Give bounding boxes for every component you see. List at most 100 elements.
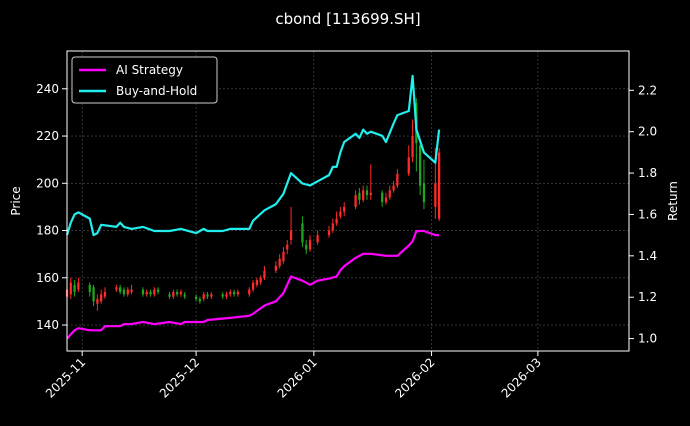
candle-body <box>172 291 175 297</box>
candle <box>381 190 384 207</box>
candle-body <box>88 284 91 292</box>
candle-body <box>343 206 346 212</box>
series-lines <box>65 74 441 340</box>
candle <box>437 147 441 222</box>
candle <box>115 284 118 292</box>
candle-body <box>411 136 414 158</box>
candle-body <box>358 192 361 200</box>
candle <box>384 192 388 205</box>
candle <box>100 289 103 304</box>
candle <box>130 284 133 295</box>
candle <box>327 225 331 238</box>
candle <box>172 289 175 300</box>
candle-body <box>434 183 437 207</box>
candle <box>119 284 122 295</box>
candle-body <box>259 277 262 283</box>
candle <box>202 291 205 302</box>
candle-body <box>122 289 126 295</box>
candle-body <box>92 287 95 302</box>
y-right-tick-label: 1.4 <box>638 249 657 263</box>
candle <box>263 265 266 281</box>
candle <box>103 287 107 300</box>
candle-body <box>316 235 319 243</box>
candle <box>73 280 76 297</box>
candle-body <box>156 289 160 292</box>
candle <box>198 296 202 304</box>
candle-body <box>198 299 202 302</box>
candle <box>289 206 293 245</box>
candle-body <box>130 289 133 292</box>
candle-body <box>141 289 145 295</box>
y-left-tick-label: 180 <box>36 224 59 238</box>
candle-body <box>149 291 152 295</box>
candle <box>92 284 95 307</box>
candle-body <box>388 190 391 198</box>
y-left-tick-label: 220 <box>36 129 59 143</box>
candle-body <box>248 289 251 295</box>
candle-body <box>229 291 232 295</box>
candle <box>286 239 289 255</box>
candle <box>396 169 399 189</box>
candle-body <box>396 173 399 186</box>
candle-body <box>289 230 293 240</box>
candle <box>419 140 422 196</box>
candle <box>316 230 319 245</box>
candle-body <box>274 265 277 271</box>
candle <box>183 291 186 300</box>
candle <box>232 289 236 297</box>
candle-body <box>335 218 338 224</box>
candle-body <box>286 244 289 250</box>
candle <box>221 291 224 300</box>
candle-body <box>282 251 285 262</box>
candle-body <box>305 244 308 250</box>
candle-body <box>73 284 76 292</box>
candle <box>305 239 308 255</box>
candle-body <box>168 294 171 297</box>
candle-body <box>206 294 209 297</box>
candle-body <box>103 291 107 297</box>
candle-body <box>232 291 236 295</box>
candle <box>175 289 179 297</box>
candle-body <box>77 282 80 290</box>
chart-title: cbond [113699.SH] <box>275 10 420 28</box>
candle-body <box>407 157 410 174</box>
candle <box>358 188 361 205</box>
candle-body <box>194 296 198 300</box>
candle-body <box>126 289 129 295</box>
candle-body <box>100 294 103 302</box>
candle <box>236 289 240 297</box>
candle <box>210 291 213 300</box>
candle <box>225 291 228 300</box>
candle-body <box>119 287 122 292</box>
y-right-tick-label: 1.8 <box>638 166 657 180</box>
candle <box>362 185 365 203</box>
candle <box>149 289 152 297</box>
y-left-tick-label: 140 <box>36 318 59 332</box>
candle <box>251 280 255 292</box>
candle-body <box>255 280 259 285</box>
candle <box>354 190 357 210</box>
y-axis-label-right: Return <box>666 181 680 221</box>
candle <box>407 145 410 177</box>
candle-body <box>362 190 365 200</box>
y-left-tick-label: 200 <box>36 176 59 190</box>
candle-body <box>69 282 72 295</box>
candle-body <box>437 152 441 219</box>
y-left-tick-label: 160 <box>36 271 59 285</box>
candle-body <box>153 289 156 295</box>
candle-body <box>327 230 331 236</box>
candles <box>65 98 441 311</box>
candle <box>339 206 342 219</box>
candle-body <box>96 299 99 304</box>
candle <box>308 235 312 252</box>
candle <box>145 289 148 297</box>
candle <box>77 277 80 292</box>
candle-body <box>278 258 281 266</box>
candle-body <box>381 192 384 203</box>
legend-label-buy-and-hold: Buy-and-Hold <box>116 84 197 98</box>
candle-body <box>263 270 266 278</box>
y-right-tick-label: 2.2 <box>638 83 657 97</box>
candle-body <box>202 294 205 300</box>
candle <box>194 294 198 302</box>
candle <box>369 164 372 200</box>
